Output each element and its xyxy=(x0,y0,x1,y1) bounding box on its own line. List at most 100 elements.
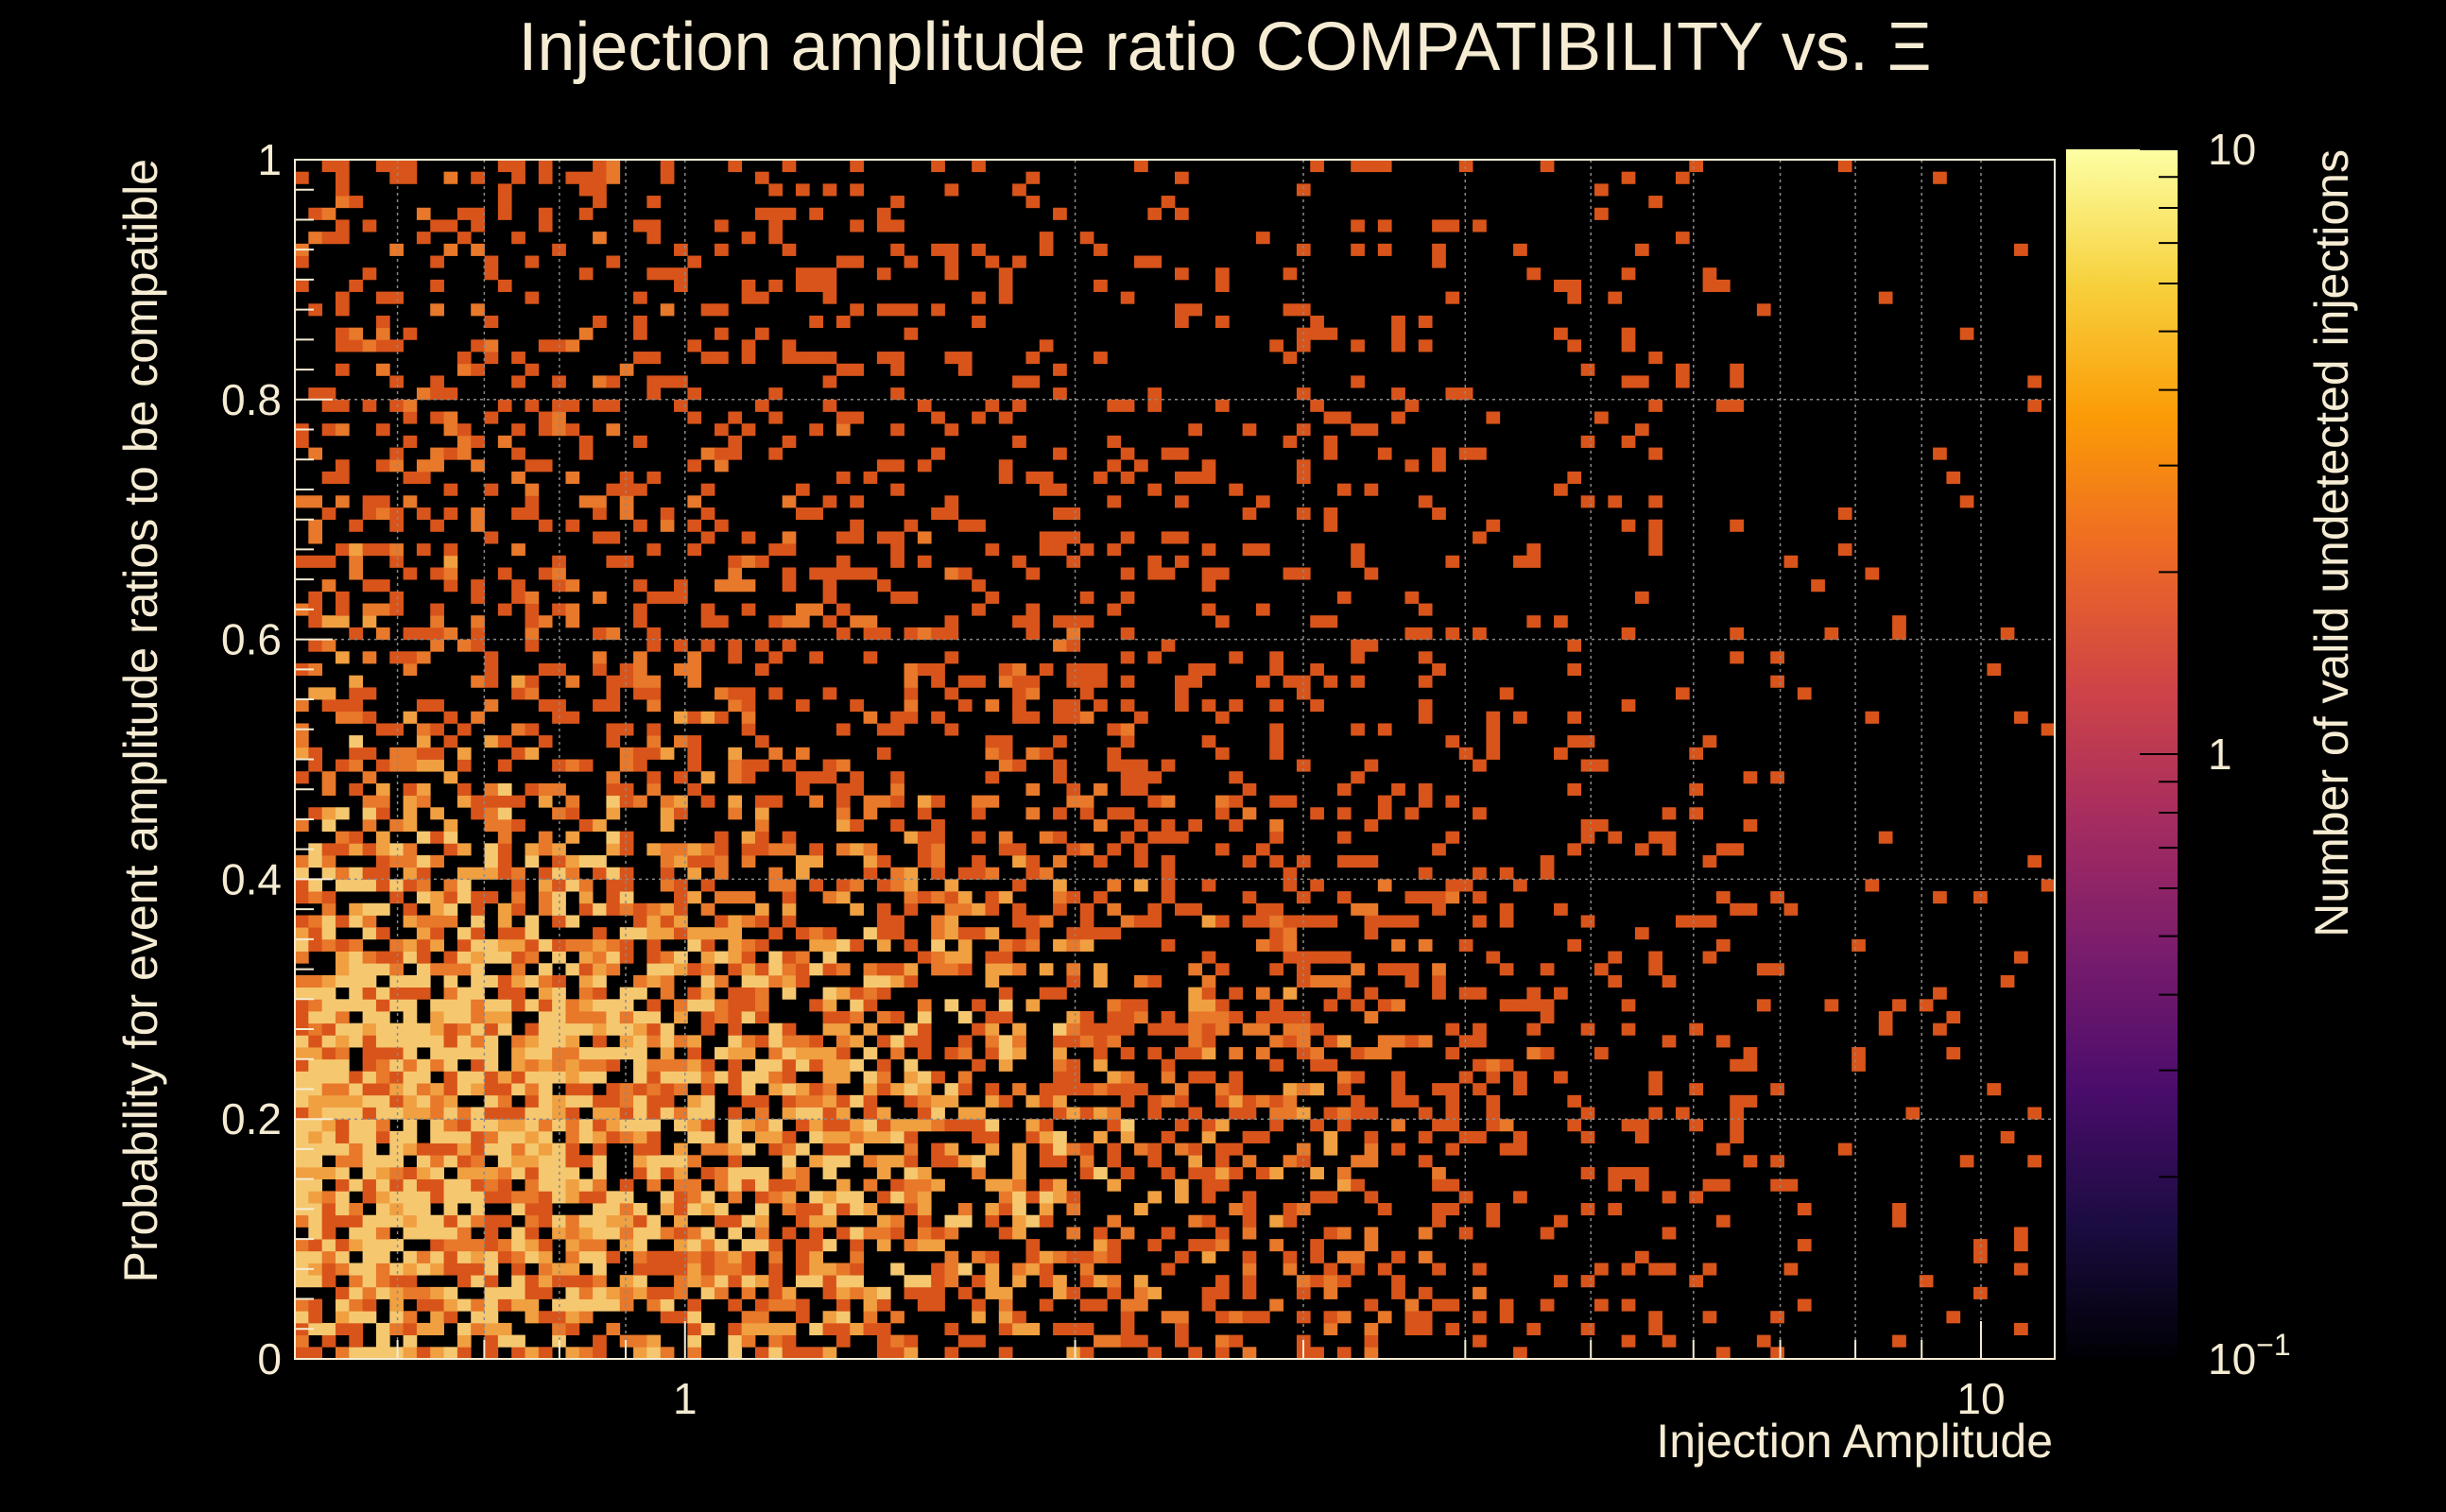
heatmap-cell xyxy=(403,1275,418,1288)
heatmap-cell xyxy=(890,555,904,568)
heatmap-cell xyxy=(321,1214,336,1228)
heatmap-cell xyxy=(1229,699,1244,713)
heatmap-cell xyxy=(633,519,647,532)
heatmap-cell xyxy=(1269,855,1283,868)
heatmap-cell xyxy=(931,1239,945,1252)
heatmap-cell xyxy=(484,339,499,352)
heatmap-cell xyxy=(511,1155,525,1168)
heatmap-cell xyxy=(674,579,688,593)
heatmap-cell xyxy=(1377,219,1392,232)
heatmap-cell xyxy=(1120,399,1135,412)
heatmap-cell xyxy=(809,1239,823,1252)
heatmap-cell xyxy=(782,1203,797,1216)
heatmap-cell xyxy=(525,687,540,700)
heatmap-cell xyxy=(1175,1022,1189,1036)
heatmap-cell xyxy=(375,1214,390,1228)
heatmap-cell xyxy=(375,1107,390,1120)
heatmap-cell xyxy=(674,963,688,976)
heatmap-cell xyxy=(416,974,431,988)
heatmap-cell xyxy=(1079,1022,1094,1036)
heatmap-cell xyxy=(782,352,797,365)
heatmap-cell xyxy=(1147,387,1163,401)
heatmap-cell xyxy=(1188,1107,1203,1120)
heatmap-cell xyxy=(1053,531,1067,544)
heatmap-cell xyxy=(1066,1227,1081,1240)
heatmap-cell xyxy=(456,1155,472,1168)
heatmap-cell xyxy=(700,1010,715,1024)
heatmap-cell xyxy=(1283,1107,1298,1120)
heatmap-cell xyxy=(1147,1286,1163,1299)
heatmap-cell xyxy=(525,639,540,652)
heatmap-cell xyxy=(768,411,784,424)
heatmap-cell xyxy=(1161,1166,1176,1180)
heatmap-cell xyxy=(511,1107,525,1120)
heatmap-cell xyxy=(795,1214,810,1228)
heatmap-cell xyxy=(362,507,377,521)
heatmap-cell xyxy=(1351,902,1365,916)
heatmap-cell xyxy=(375,867,390,880)
heatmap-cell xyxy=(850,1094,864,1108)
heatmap-cell xyxy=(349,555,364,568)
heatmap-cell xyxy=(308,615,323,628)
heatmap-cell xyxy=(565,471,580,485)
heatmap-cell xyxy=(1201,567,1216,580)
heatmap-cell xyxy=(1486,519,1501,532)
heatmap-cell xyxy=(606,771,621,784)
heatmap-cell xyxy=(741,843,756,856)
heatmap-cell xyxy=(985,795,1000,808)
heatmap-cell xyxy=(1987,662,2002,677)
heatmap-cell xyxy=(403,651,418,664)
heatmap-cell xyxy=(593,196,607,209)
heatmap-cell xyxy=(1418,675,1433,688)
heatmap-cell xyxy=(1296,1143,1311,1156)
heatmap-cell xyxy=(578,267,594,281)
heatmap-cell xyxy=(957,927,973,940)
heatmap-cell xyxy=(1039,543,1054,557)
heatmap-cell xyxy=(904,1071,919,1084)
heatmap-cell xyxy=(1634,1130,1649,1143)
heatmap-cell xyxy=(565,1166,580,1180)
heatmap-cell xyxy=(1730,1058,1744,1072)
heatmap-cell xyxy=(416,507,431,521)
heatmap-cell xyxy=(1107,747,1122,760)
heatmap-cell xyxy=(606,831,621,844)
heatmap-cell xyxy=(1242,1130,1257,1143)
heatmap-cell xyxy=(944,1047,959,1060)
heatmap-cell xyxy=(1351,160,1365,173)
heatmap-cell xyxy=(375,1022,390,1036)
heatmap-cell xyxy=(890,1263,904,1276)
heatmap-cell xyxy=(403,435,418,448)
heatmap-cell xyxy=(1066,639,1081,652)
heatmap-cell xyxy=(349,1071,364,1084)
heatmap-cell xyxy=(619,1227,634,1240)
heatmap-cell xyxy=(1255,1047,1270,1060)
heatmap-cell xyxy=(660,927,675,940)
heatmap-cell xyxy=(822,579,837,593)
heatmap-cell xyxy=(416,1058,431,1072)
heatmap-cell xyxy=(525,1094,540,1108)
heatmap-cell xyxy=(1053,1083,1067,1096)
heatmap-cell xyxy=(606,1107,621,1120)
heatmap-cell xyxy=(1715,1035,1731,1048)
heatmap-cell xyxy=(1391,1250,1405,1263)
heatmap-cell xyxy=(646,902,662,916)
heatmap-cell xyxy=(1066,1347,1081,1360)
heatmap-cell xyxy=(335,1094,350,1108)
heatmap-cell xyxy=(308,1178,323,1192)
heatmap-cell xyxy=(308,999,323,1012)
heatmap-cell xyxy=(484,999,499,1012)
heatmap-cell xyxy=(890,591,904,604)
heatmap-cell xyxy=(471,1214,485,1228)
x-tick-label: 10 xyxy=(1956,1374,2005,1423)
heatmap-cell xyxy=(687,1227,702,1240)
heatmap-cell xyxy=(1066,963,1081,976)
heatmap-cell xyxy=(1364,1239,1379,1252)
heatmap-cell xyxy=(890,483,904,496)
heatmap-cell xyxy=(2014,1263,2028,1276)
heatmap-cell xyxy=(321,1239,336,1252)
heatmap-cell xyxy=(1229,1083,1244,1096)
heatmap-cell xyxy=(565,938,580,952)
heatmap-cell xyxy=(835,1058,851,1072)
heatmap-cell xyxy=(835,1010,851,1024)
heatmap-cell xyxy=(835,1275,851,1288)
